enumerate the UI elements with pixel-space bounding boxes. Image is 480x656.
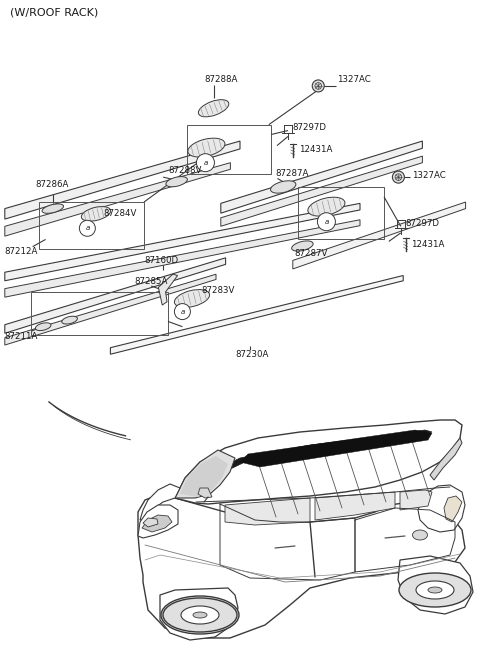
Circle shape — [317, 213, 336, 231]
Text: 87287V: 87287V — [294, 249, 328, 258]
Polygon shape — [5, 141, 240, 219]
Ellipse shape — [166, 176, 187, 187]
Text: 87288V: 87288V — [168, 166, 202, 175]
Text: 87287A: 87287A — [275, 169, 309, 178]
Polygon shape — [5, 274, 216, 345]
Polygon shape — [315, 492, 395, 520]
Polygon shape — [198, 488, 212, 498]
Text: 87297D: 87297D — [293, 123, 327, 133]
Text: 87284V: 87284V — [103, 209, 137, 218]
Polygon shape — [138, 505, 178, 538]
Circle shape — [312, 80, 324, 92]
Ellipse shape — [428, 587, 442, 593]
Polygon shape — [400, 490, 432, 510]
Polygon shape — [5, 203, 360, 281]
Text: (W/ROOF RACK): (W/ROOF RACK) — [10, 8, 98, 18]
Ellipse shape — [292, 241, 313, 251]
Ellipse shape — [179, 605, 221, 625]
Ellipse shape — [412, 530, 428, 540]
Ellipse shape — [36, 323, 51, 331]
Ellipse shape — [174, 289, 210, 308]
Ellipse shape — [161, 596, 239, 634]
Polygon shape — [5, 163, 230, 236]
Ellipse shape — [188, 138, 225, 157]
Text: 87283V: 87283V — [202, 286, 235, 295]
Ellipse shape — [181, 606, 219, 624]
Text: a: a — [324, 218, 328, 225]
Text: 87211A: 87211A — [5, 332, 38, 341]
Polygon shape — [140, 484, 180, 520]
Text: a: a — [204, 159, 207, 166]
Polygon shape — [143, 518, 158, 527]
Polygon shape — [220, 430, 432, 472]
Text: 12431A: 12431A — [299, 145, 332, 154]
Ellipse shape — [82, 207, 110, 221]
Ellipse shape — [62, 316, 77, 324]
Ellipse shape — [191, 611, 209, 619]
Text: 87160D: 87160D — [144, 256, 178, 265]
Circle shape — [392, 171, 404, 183]
Ellipse shape — [42, 204, 63, 213]
Circle shape — [174, 304, 191, 319]
Polygon shape — [225, 498, 310, 525]
Polygon shape — [240, 430, 432, 467]
Polygon shape — [398, 556, 473, 614]
Polygon shape — [293, 202, 466, 269]
Polygon shape — [430, 438, 462, 480]
Ellipse shape — [399, 573, 471, 607]
Circle shape — [79, 220, 96, 236]
Polygon shape — [180, 456, 228, 497]
Polygon shape — [142, 515, 172, 532]
Polygon shape — [158, 274, 178, 305]
Text: 87285A: 87285A — [134, 277, 168, 286]
Text: 87288A: 87288A — [204, 75, 238, 84]
Text: 87212A: 87212A — [5, 247, 38, 256]
Text: 1327AC: 1327AC — [337, 75, 371, 84]
Circle shape — [196, 154, 215, 172]
Polygon shape — [160, 588, 238, 640]
Text: 87230A: 87230A — [235, 350, 269, 359]
Polygon shape — [138, 495, 465, 638]
Polygon shape — [5, 258, 226, 333]
Text: a: a — [85, 225, 89, 232]
Ellipse shape — [416, 581, 454, 599]
Polygon shape — [175, 420, 462, 504]
Ellipse shape — [271, 181, 296, 193]
Ellipse shape — [308, 197, 345, 216]
Text: 1327AC: 1327AC — [412, 171, 445, 180]
Text: 87297D: 87297D — [406, 218, 440, 228]
Ellipse shape — [198, 100, 229, 117]
Polygon shape — [418, 485, 465, 532]
Ellipse shape — [163, 598, 237, 632]
Text: a: a — [180, 308, 184, 315]
Polygon shape — [175, 450, 235, 498]
Ellipse shape — [193, 612, 207, 618]
Polygon shape — [221, 156, 422, 226]
Text: 87286A: 87286A — [35, 180, 69, 189]
Polygon shape — [110, 276, 403, 354]
Text: 12431A: 12431A — [411, 239, 445, 249]
Polygon shape — [5, 220, 360, 297]
Polygon shape — [444, 496, 462, 522]
Polygon shape — [221, 141, 422, 213]
